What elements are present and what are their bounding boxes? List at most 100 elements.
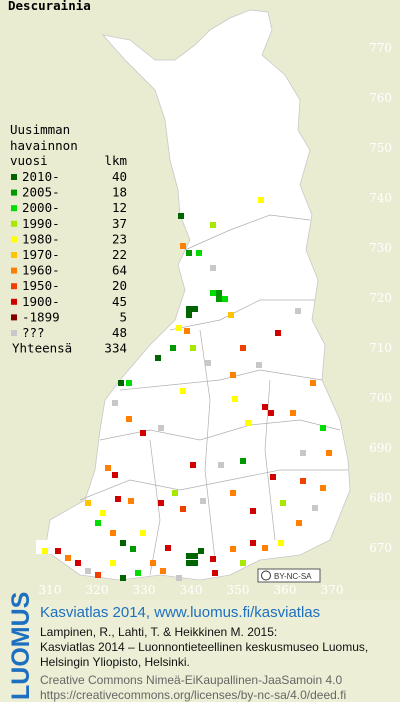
- observation-square: [190, 345, 196, 351]
- observation-square: [312, 505, 318, 511]
- legend-count: 64: [112, 263, 127, 278]
- legend-label: 2000-: [22, 200, 60, 215]
- legend-count: 23: [112, 231, 127, 246]
- observation-square: [126, 380, 132, 386]
- grid-labels: 770 760 750 740 730 720 710 700 690 680 670 310 320 3…: [39, 41, 392, 597]
- observation-square: [155, 355, 161, 361]
- observation-square: [184, 328, 190, 334]
- total-count: 334: [104, 341, 127, 356]
- observation-square: [192, 306, 198, 312]
- finland: [36, 9, 351, 581]
- observation-square: [128, 498, 134, 504]
- legend-count: 22: [112, 247, 127, 262]
- observation-square: [170, 345, 176, 351]
- observation-square: [326, 450, 332, 456]
- map-title: Descurainia: [8, 0, 91, 13]
- observation-square: [240, 458, 246, 464]
- northing-label: 720: [369, 291, 392, 305]
- northing-label: 670: [369, 541, 392, 555]
- legend-swatch: [11, 283, 17, 290]
- observation-square: [196, 250, 202, 256]
- legend-label: 2005-: [22, 185, 60, 200]
- observation-square: [110, 560, 116, 566]
- observation-square: [42, 548, 48, 554]
- legend-label: 1980-: [22, 231, 60, 246]
- observation-square: [296, 520, 302, 526]
- observation-square: [150, 560, 156, 566]
- license-url[interactable]: https://creativecommons.org/licenses/by-…: [40, 688, 346, 702]
- observation-square: [65, 555, 71, 561]
- legend-swatch: [11, 330, 17, 336]
- northing-label: 680: [369, 491, 392, 505]
- observation-square: [140, 430, 146, 436]
- observation-square: [112, 400, 118, 406]
- observation-square: [310, 380, 316, 386]
- observation-square: [192, 560, 198, 566]
- observation-square: [300, 450, 306, 456]
- observation-square: [180, 506, 186, 512]
- observation-square: [186, 312, 192, 318]
- aland: [36, 540, 58, 554]
- legend: Descurainia Uusimman havainnon vuosi lkm…: [8, 0, 127, 356]
- observation-square: [210, 265, 216, 271]
- observation-square: [176, 575, 182, 581]
- legend-swatch: [11, 298, 17, 305]
- observation-square: [228, 312, 234, 318]
- observation-square: [258, 197, 264, 203]
- legend-heading: havainnon: [10, 138, 78, 153]
- observation-square: [200, 498, 206, 504]
- northing-label: 740: [369, 191, 392, 205]
- northing-label: 730: [369, 241, 392, 255]
- observation-square: [165, 545, 171, 551]
- land: [44, 9, 351, 581]
- northing-label: 760: [369, 91, 392, 105]
- observation-square: [262, 545, 268, 551]
- observation-square: [268, 410, 274, 416]
- license: Creative Commons Nimeä-EiKaupallinen-Jaa…: [40, 673, 342, 687]
- legend-swatch: [11, 314, 17, 321]
- legend-heading: vuosi: [10, 153, 48, 168]
- legend-count-heading: lkm: [104, 153, 127, 168]
- observation-square: [112, 472, 118, 478]
- observation-square: [158, 500, 164, 506]
- northing-label: 750: [369, 141, 392, 155]
- legend-label: 1900-: [22, 294, 60, 309]
- legend-label: 1970-: [22, 247, 60, 262]
- legend-count: 20: [112, 278, 127, 293]
- observation-square: [75, 560, 81, 566]
- observation-square: [270, 474, 276, 480]
- observation-square: [186, 250, 192, 256]
- observation-square: [210, 222, 216, 228]
- footer: LUOMUS Kasviatlas 2014, www.luomus.fi/ka…: [7, 592, 368, 702]
- atlas-link[interactable]: Kasviatlas 2014, www.luomus.fi/kasviatla…: [40, 604, 320, 621]
- observation-square: [210, 556, 216, 562]
- easting-label: 320: [86, 583, 109, 597]
- observation-square: [300, 478, 306, 484]
- legend-label: 1960-: [22, 263, 60, 278]
- observation-square: [176, 325, 182, 331]
- observation-square: [320, 485, 326, 491]
- observation-square: [135, 570, 141, 576]
- legend-count: 48: [112, 325, 127, 340]
- observation-square: [222, 296, 228, 302]
- observation-square: [120, 575, 126, 581]
- observation-square: [240, 345, 246, 351]
- easting-label: 340: [180, 583, 203, 597]
- legend-count: 45: [112, 294, 127, 309]
- observation-square: [186, 306, 192, 312]
- observation-square: [180, 243, 186, 249]
- observation-square: [320, 425, 326, 431]
- legend-label: 1990-: [22, 216, 60, 231]
- legend-count: 37: [112, 216, 127, 231]
- observation-square: [95, 572, 101, 578]
- observation-square: [232, 396, 238, 402]
- observation-square: [118, 380, 124, 386]
- easting-label: 350: [227, 583, 250, 597]
- easting-label: 370: [321, 583, 344, 597]
- easting-label: 360: [274, 583, 297, 597]
- badge-box: [257, 568, 321, 583]
- observation-square: [216, 290, 222, 296]
- observation-square: [115, 496, 121, 502]
- observation-square: [245, 420, 251, 426]
- northing-label: 770: [369, 41, 392, 55]
